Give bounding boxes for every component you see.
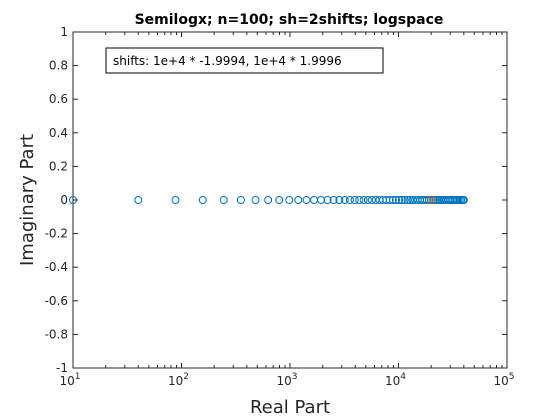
y-tick-label: 0 xyxy=(60,193,68,207)
eigenvalue-point xyxy=(391,196,400,204)
x-tick-label: 104 xyxy=(385,372,406,388)
annotation-text: shifts: 1e+4 * -1.9994, 1e+4 * 1.9996 xyxy=(113,54,342,68)
x-tick-exponent: 3 xyxy=(292,372,298,382)
eigenvalue-point xyxy=(355,196,364,204)
x-axis-label: Real Part xyxy=(250,397,330,418)
eigenvalue-point xyxy=(198,196,207,204)
y-tick-label: -1 xyxy=(56,361,68,375)
eigenvalue-point xyxy=(302,196,311,204)
eigenvalue-point xyxy=(433,196,442,204)
eigenvalue-point xyxy=(459,196,468,204)
x-tick-exponent: 2 xyxy=(183,372,189,382)
eigenvalue-point xyxy=(345,196,354,204)
eigenvalue-point xyxy=(397,196,406,204)
eigenvalue-point xyxy=(385,196,394,204)
y-tick-label: 0.2 xyxy=(49,159,68,173)
eigenvalue-point xyxy=(134,196,143,204)
y-tick-label: -0.6 xyxy=(45,294,68,308)
eigenvalue-point xyxy=(275,196,284,204)
eigenvalue-point xyxy=(350,196,359,204)
x-tick-label: 103 xyxy=(276,372,297,388)
annotation-border xyxy=(105,47,384,74)
annotation-box: shifts: 1e+4 * -1.9994, 1e+4 * 1.9996 xyxy=(105,47,384,74)
eigenvalue-point xyxy=(394,196,403,204)
eigenvalue-point xyxy=(429,196,438,204)
x-tick-label: 102 xyxy=(168,372,189,388)
y-axis-label: Imaginary Part xyxy=(17,134,38,266)
axes-box xyxy=(72,31,508,369)
y-tick-label: 0.6 xyxy=(49,92,68,106)
axis-ticks: 101 102 103 104 10510.80.60.40.20-0.2-0.4-0.… xyxy=(45,25,515,388)
eigenvalue-point xyxy=(335,196,344,204)
chart-title: Semilogx; n=100; sh=2shifts; logspace xyxy=(135,12,444,28)
eigenvalue-point xyxy=(363,196,372,204)
data-markers xyxy=(69,196,468,204)
x-tick-exponent: 1 xyxy=(75,372,81,382)
eigenvalue-point xyxy=(219,196,228,204)
plot-area: 101 102 103 104 10510.80.60.40.20-0.2-0.4-0.… xyxy=(45,25,515,388)
x-tick-exponent: 5 xyxy=(509,372,515,382)
eigenvalue-point xyxy=(424,196,433,204)
eigenvalue-point xyxy=(236,196,245,204)
eigenvalue-point xyxy=(251,196,260,204)
eigenvalue-point xyxy=(422,196,431,204)
y-tick-label: -0.4 xyxy=(45,260,68,274)
eigenvalue-point xyxy=(388,196,397,204)
y-tick-label: 1 xyxy=(60,25,68,39)
y-tick-label: -0.8 xyxy=(45,327,68,341)
eigenvalue-point xyxy=(329,196,338,204)
eigenvalue-point xyxy=(340,196,349,204)
eigenvalue-point xyxy=(171,196,180,204)
x-tick-label: 105 xyxy=(493,372,514,388)
shift-point xyxy=(427,196,436,204)
eigenvalue-point xyxy=(264,196,273,204)
y-tick-label: 0.4 xyxy=(49,126,68,140)
eigenvalue-point xyxy=(359,196,368,204)
eigenvalue-point xyxy=(403,196,412,204)
eigenvalue-point xyxy=(323,196,332,204)
eigenvalue-point xyxy=(285,196,294,204)
eigenvalue-point xyxy=(406,196,415,204)
eigenvalue-point xyxy=(367,196,376,204)
x-tick-exponent: 4 xyxy=(400,372,406,382)
eigenvalue-point xyxy=(431,196,440,204)
y-tick-label: 0.8 xyxy=(49,59,68,73)
y-tick-label: -0.2 xyxy=(45,227,68,241)
eigenvalue-point xyxy=(400,196,409,204)
eigenvalue-point xyxy=(294,196,303,204)
